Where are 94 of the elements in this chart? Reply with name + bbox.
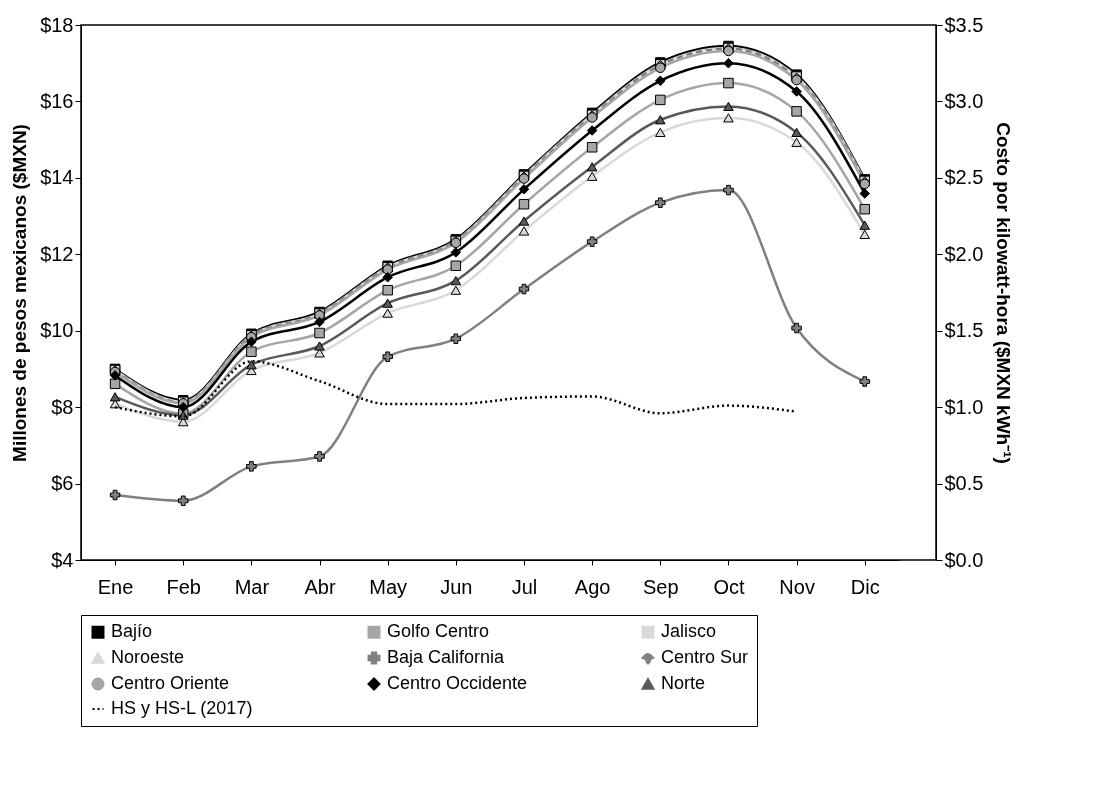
y-axis-title: Millones de pesos mexicanos ($MXN) <box>9 124 31 462</box>
y2-tick-label: $3.0 <box>944 89 984 112</box>
y-tick-label: $16 <box>40 89 74 112</box>
point <box>518 226 530 236</box>
point <box>382 284 393 296</box>
point <box>859 188 870 199</box>
x-tick-label: Sep <box>643 575 679 598</box>
point <box>586 142 598 153</box>
point <box>314 316 325 328</box>
point <box>859 220 870 230</box>
point <box>723 57 734 69</box>
point <box>450 247 462 258</box>
y-tick-label: $12 <box>40 242 74 265</box>
point <box>314 327 325 339</box>
point <box>791 106 802 117</box>
point <box>586 236 598 247</box>
legend-label: Centro Occidente <box>387 673 528 693</box>
y-tick-label: $4 <box>51 548 74 571</box>
y-tick-label: $6 <box>51 472 74 495</box>
point <box>859 229 870 240</box>
point <box>586 171 598 181</box>
legend-label: Bajío <box>111 621 153 642</box>
point <box>177 495 189 507</box>
point <box>791 127 802 137</box>
legend-label: Baja California <box>387 647 506 667</box>
point <box>586 125 598 136</box>
y2-tick-label: $0.5 <box>944 472 984 495</box>
point <box>791 86 802 97</box>
point <box>723 77 734 89</box>
point <box>314 451 325 462</box>
y2-axis-title: Costo por kilowatt-hora ($MXN kWh⁻¹) <box>993 122 1015 464</box>
point <box>109 392 121 402</box>
legend-label: Golfo Centro <box>387 621 490 642</box>
point <box>518 216 530 226</box>
point <box>382 351 393 362</box>
point <box>791 137 802 147</box>
x-tick-label: Abr <box>304 575 336 598</box>
legend-label: Centro Oriente <box>111 673 230 693</box>
point <box>314 341 325 351</box>
y-tick-label: $18 <box>40 13 74 36</box>
legend-label: HS y HS-L (2017) <box>111 698 253 718</box>
point <box>382 271 393 283</box>
x-tick-label: Dic <box>850 575 880 598</box>
point <box>655 197 666 208</box>
y2-tick-label: $1.5 <box>944 319 984 342</box>
point <box>859 376 870 387</box>
x-tick-label: Mar <box>234 575 270 598</box>
point <box>723 101 734 111</box>
point <box>518 283 530 295</box>
y-tick-label: $10 <box>40 319 74 342</box>
point <box>655 127 666 137</box>
x-tick-label: May <box>369 575 408 598</box>
y2-tick-label: $3.5 <box>944 13 984 36</box>
x-tick-label: Ene <box>97 575 134 598</box>
point <box>586 162 598 172</box>
point <box>450 276 462 286</box>
x-tick-label: Nov <box>779 575 815 598</box>
point <box>723 184 734 196</box>
legend-label: Norte <box>661 673 706 693</box>
point <box>859 203 870 215</box>
y2-tick-label: $1.0 <box>944 395 984 418</box>
point <box>450 333 462 344</box>
y2-tick-label: $0.0 <box>944 548 984 571</box>
point <box>791 322 802 334</box>
y-tick-label: $8 <box>51 395 74 418</box>
point <box>655 115 666 125</box>
point <box>450 285 462 295</box>
point <box>109 378 121 390</box>
point <box>109 489 121 501</box>
x-tick-label: Ago <box>574 575 611 598</box>
legend-label: Jalisco <box>661 621 717 642</box>
x-tick-label: Jun <box>440 575 473 598</box>
point <box>450 260 462 271</box>
point <box>723 113 734 123</box>
point <box>246 336 257 348</box>
point <box>246 346 257 357</box>
point <box>518 184 530 195</box>
legend-label: Centro Sur <box>661 647 749 667</box>
legend-label: Noroeste <box>111 647 185 667</box>
y2-tick-label: $2.5 <box>944 166 984 189</box>
point <box>382 308 393 318</box>
point <box>655 94 666 106</box>
x-tick-label: Feb <box>166 575 201 598</box>
x-tick-label: Jul <box>511 575 538 598</box>
point <box>382 298 393 308</box>
x-tick-label: Oct <box>713 575 745 598</box>
y-tick-label: $14 <box>40 166 74 189</box>
point <box>518 198 530 210</box>
point <box>246 360 257 370</box>
y2-tick-label: $2.0 <box>944 242 984 265</box>
point <box>246 461 257 472</box>
point <box>655 75 666 87</box>
point <box>177 401 189 413</box>
point <box>109 370 121 381</box>
